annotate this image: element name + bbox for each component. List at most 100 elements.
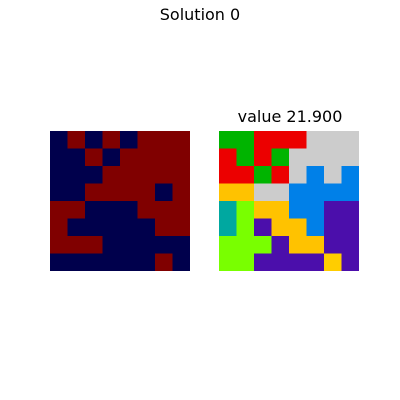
right-grid-cell (306, 236, 325, 255)
right-grid-cell (219, 183, 238, 202)
left-grid-cell (137, 218, 156, 237)
left-grid-cell (155, 148, 174, 167)
left-grid-cell (85, 166, 104, 185)
left-grid-cell (50, 253, 69, 271)
left-grid-cell (50, 201, 69, 220)
right-grid-cell (236, 236, 255, 255)
left-grid-cell (67, 218, 86, 237)
right-grid-cell (324, 218, 343, 237)
left-grid-cell (50, 131, 69, 150)
left-grid-cell (137, 183, 156, 202)
left-grid-cell (120, 236, 139, 255)
right-grid-cell (219, 148, 238, 167)
left-grid-cell (137, 236, 156, 255)
left-grid-cell (102, 131, 121, 150)
right-grid-cell (254, 166, 273, 185)
left-grid-cell (102, 183, 121, 202)
right-grid-cell (271, 218, 290, 237)
right-grid-cell (236, 183, 255, 202)
right-grid-cell (271, 253, 290, 271)
left-grid-cell (137, 148, 156, 167)
left-grid-cell (172, 166, 190, 185)
left-grid-cell (85, 236, 104, 255)
right-grid-cell (306, 148, 325, 167)
left-grid-cell (50, 148, 69, 167)
left-grid-cell (67, 201, 86, 220)
right-grid-cell (324, 236, 343, 255)
right-grid-cell (219, 236, 238, 255)
right-grid-cell (341, 218, 359, 237)
left-grid-cell (102, 253, 121, 271)
left-grid-cell (67, 183, 86, 202)
left-grid-cell (172, 183, 190, 202)
right-grid-cell (254, 201, 273, 220)
left-grid-cell (120, 131, 139, 150)
left-grid-cell (50, 183, 69, 202)
solution-grid-left (50, 131, 190, 271)
left-grid-cell (155, 201, 174, 220)
solution-grid-right-canvas (219, 131, 359, 271)
right-grid-cell (289, 131, 308, 150)
left-grid-cell (155, 183, 174, 202)
left-grid-cell (85, 201, 104, 220)
left-grid-cell (102, 236, 121, 255)
right-grid-cell (236, 131, 255, 150)
left-grid-cell (102, 148, 121, 167)
right-grid-cell (254, 131, 273, 150)
left-grid-cell (120, 183, 139, 202)
right-grid-cell (219, 253, 238, 271)
left-grid-cell (50, 236, 69, 255)
value-title: value 21.900 (237, 107, 343, 126)
left-grid-cell (67, 131, 86, 150)
left-grid-cell (172, 236, 190, 255)
left-grid-cell (85, 218, 104, 237)
left-grid-cell (67, 253, 86, 271)
right-grid-cell (219, 131, 238, 150)
left-grid-cell (67, 236, 86, 255)
right-grid-cell (219, 218, 238, 237)
right-grid-cell (306, 183, 325, 202)
left-grid-cell (102, 166, 121, 185)
right-grid-cell (236, 218, 255, 237)
left-grid-cell (120, 148, 139, 167)
right-grid-cell (289, 201, 308, 220)
right-grid-cell (306, 253, 325, 271)
right-grid-cell (341, 236, 359, 255)
left-grid-cell (172, 253, 190, 271)
right-grid-cell (341, 166, 359, 185)
right-grid-cell (289, 148, 308, 167)
left-grid-cell (85, 253, 104, 271)
left-grid-cell (155, 218, 174, 237)
left-grid-cell (50, 166, 69, 185)
left-grid-cell (67, 166, 86, 185)
left-grid-cell (172, 218, 190, 237)
right-grid-cell (341, 201, 359, 220)
left-grid-cell (85, 148, 104, 167)
right-grid-cell (236, 166, 255, 185)
right-grid-cell (219, 166, 238, 185)
right-grid-cell (271, 236, 290, 255)
right-grid-cell (289, 236, 308, 255)
right-grid-cell (236, 201, 255, 220)
right-grid-cell (306, 131, 325, 150)
right-grid-cell (289, 218, 308, 237)
left-grid-cell (85, 183, 104, 202)
right-grid-cell (341, 131, 359, 150)
right-grid-cell (324, 253, 343, 271)
right-grid-cell (341, 253, 359, 271)
left-grid-cell (67, 148, 86, 167)
left-grid-cell (102, 218, 121, 237)
left-grid-cell (155, 131, 174, 150)
figure-title: Solution 0 (159, 5, 241, 24)
left-grid-cell (85, 131, 104, 150)
solution-grid-right (219, 131, 359, 271)
right-grid-cell (324, 201, 343, 220)
right-grid-cell (289, 253, 308, 271)
left-grid-cell (137, 201, 156, 220)
right-grid-cell (254, 148, 273, 167)
left-grid-cell (172, 131, 190, 150)
left-grid-cell (120, 166, 139, 185)
right-grid-cell (254, 218, 273, 237)
right-grid-cell (306, 218, 325, 237)
left-grid-cell (137, 253, 156, 271)
